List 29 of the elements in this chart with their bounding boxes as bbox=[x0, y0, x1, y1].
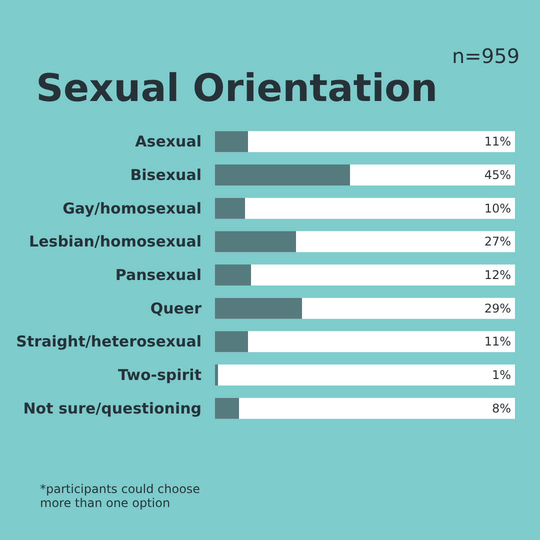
bar bbox=[215, 364, 218, 386]
y-tick-label: Two-spirit bbox=[118, 366, 202, 384]
text: *participants could choose more than one option bbox=[40, 482, 202, 510]
bar bbox=[215, 198, 245, 219]
y-tick-label: Asexual bbox=[135, 132, 202, 151]
y-tick-label: Lesbian/homosexual bbox=[29, 232, 202, 251]
bar bbox=[215, 231, 296, 252]
data-label: 45% bbox=[484, 168, 511, 182]
chart-subtitle: n=959 bbox=[452, 44, 520, 68]
y-tick-label: Pansexual bbox=[115, 266, 202, 284]
data-label: 11% bbox=[484, 134, 511, 149]
bar bbox=[215, 131, 248, 152]
y-tick-label: Not sure/questioning bbox=[23, 399, 202, 418]
data-label: 11% bbox=[484, 334, 511, 349]
y-tick-label: Queer bbox=[150, 299, 202, 318]
bar bbox=[215, 331, 248, 352]
bar bbox=[215, 264, 251, 286]
data-label: 12% bbox=[484, 268, 511, 282]
data-label: 29% bbox=[484, 301, 511, 316]
y-tick-label: Bisexual bbox=[130, 166, 202, 184]
y-tick-label: Straight/heterosexual bbox=[16, 332, 202, 351]
data-label: 8% bbox=[492, 401, 511, 416]
y-tick-label: Gay/homosexual bbox=[62, 199, 202, 218]
data-label: 10% bbox=[484, 201, 511, 216]
bar bbox=[215, 298, 302, 319]
data-label: 1% bbox=[492, 368, 511, 382]
chart-title: Sexual Orientation bbox=[36, 66, 438, 110]
bar bbox=[215, 398, 239, 419]
data-label: 27% bbox=[484, 234, 511, 249]
